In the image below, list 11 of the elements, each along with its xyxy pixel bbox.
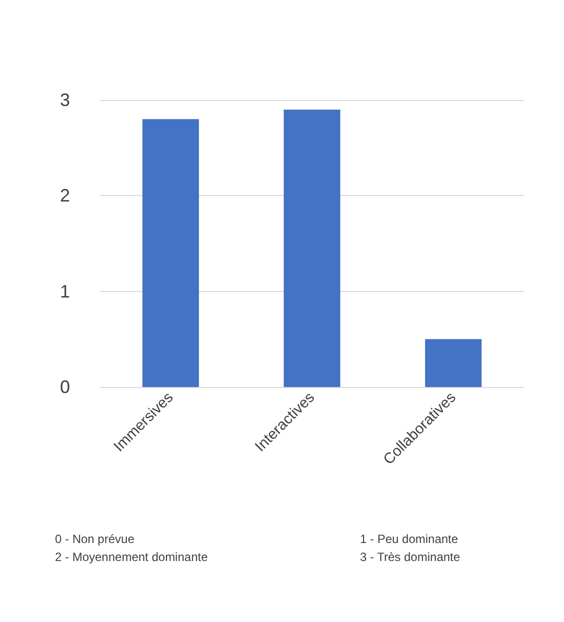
bar [284,110,340,387]
y-tick-label: 2 [60,186,70,206]
text: 0 - Non prévue [55,532,135,546]
bar [425,339,482,387]
y-tick-label: 3 [60,90,70,110]
y-tick-label: 1 [60,281,70,302]
y-tick-label: 0 [60,377,70,397]
bar [142,119,199,387]
text: 2 - Moyennement dominante [55,550,208,564]
text: 3 - Très dominante [360,550,460,564]
text: 1 - Peu dominante [360,532,458,546]
